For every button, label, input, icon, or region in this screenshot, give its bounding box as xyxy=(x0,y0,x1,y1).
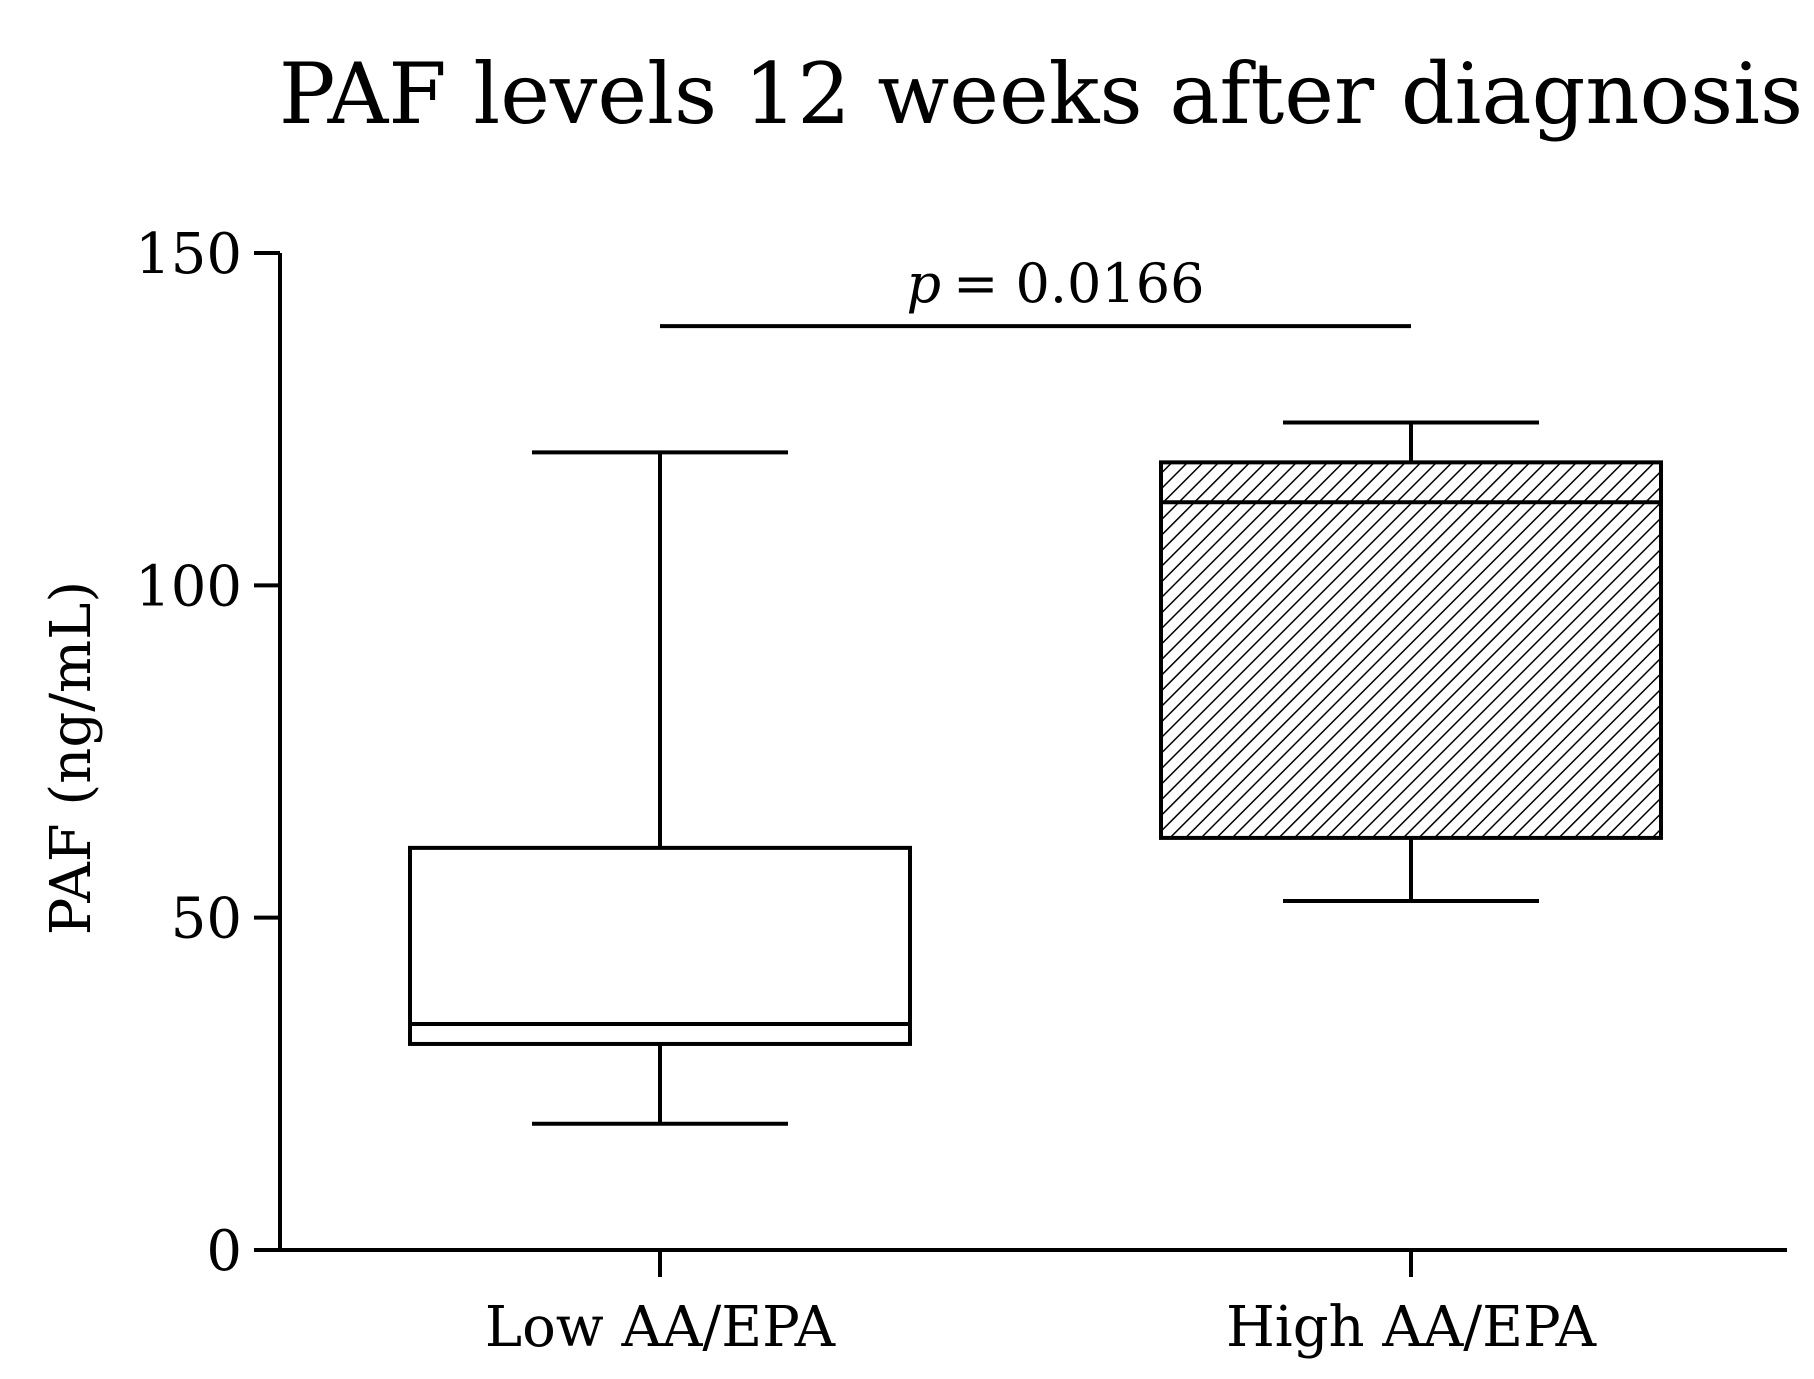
chart-title: PAF levels 12 weeks after diagnosis xyxy=(279,45,1803,143)
y-axis-label: PAF (ng/mL) xyxy=(39,581,104,935)
iqr-box xyxy=(1159,460,1663,840)
p-value-text: = 0.0166 xyxy=(953,252,1204,315)
x-axis-ticks: Low AA/EPA High AA/EPA xyxy=(485,1250,1597,1360)
box-low-aa-epa xyxy=(408,450,912,1126)
y-tick-label: 0 xyxy=(206,1219,242,1284)
iqr-box xyxy=(408,845,912,1046)
y-tick-label: 150 xyxy=(135,222,242,287)
p-value-annotation: p = 0.0166 xyxy=(907,252,1205,315)
p-value-symbol: p xyxy=(907,252,942,315)
box-high-aa-epa xyxy=(1159,420,1663,904)
y-tick-label: 100 xyxy=(135,554,242,619)
y-tick-label: 50 xyxy=(171,887,242,952)
x-tick-label: Low AA/EPA xyxy=(485,1295,836,1360)
y-axis-ticks: 0 50 100 150 xyxy=(135,222,280,1284)
x-tick-label: High AA/EPA xyxy=(1226,1295,1597,1360)
box-series xyxy=(408,420,1663,1126)
